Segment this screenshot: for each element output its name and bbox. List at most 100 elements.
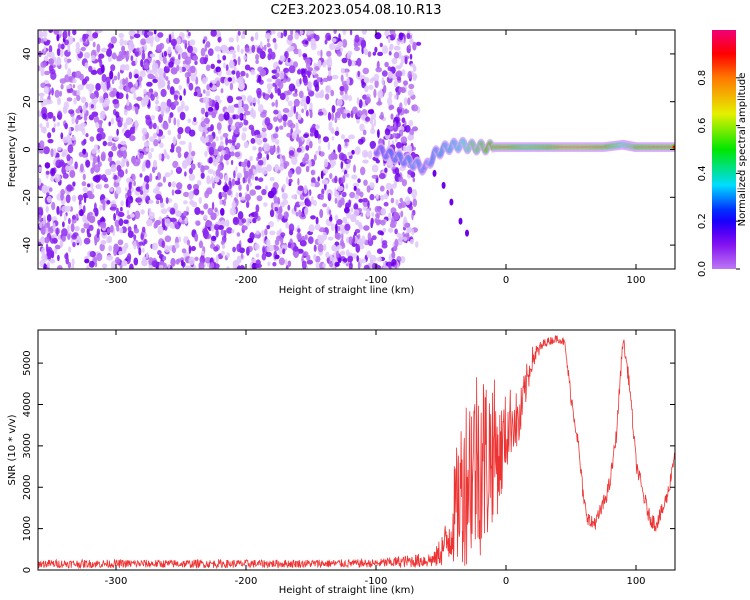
noise-speck [387, 96, 393, 106]
noise-speck [367, 232, 372, 242]
noise-speck [198, 261, 205, 269]
noise-speck [117, 169, 125, 178]
noise-speck [51, 201, 56, 211]
noise-speck [153, 160, 157, 168]
noise-speck [93, 144, 99, 151]
noise-speck [243, 119, 249, 126]
noise-speck [211, 201, 215, 210]
noise-speck [221, 250, 225, 256]
noise-speck [296, 147, 302, 153]
noise-speck [106, 236, 111, 244]
noise-speck [189, 65, 196, 74]
noise-speck [214, 46, 221, 52]
noise-speck [355, 188, 361, 197]
noise-speck [109, 70, 114, 80]
noise-speck [297, 113, 302, 121]
noise-speck [126, 161, 130, 167]
noise-speck [196, 88, 201, 93]
noise-speck [416, 41, 422, 46]
noise-speck [183, 210, 187, 217]
noise-speck [140, 233, 144, 240]
noise-speck [229, 60, 235, 69]
noise-speck [220, 240, 225, 246]
noise-speck [46, 214, 52, 223]
noise-speck [148, 151, 153, 160]
noise-speck [67, 261, 71, 269]
noise-speck [395, 65, 402, 70]
noise-speck [205, 90, 211, 97]
noise-speck [123, 219, 129, 225]
noise-speck [191, 150, 196, 157]
noise-speck [306, 30, 312, 36]
noise-speck [237, 30, 241, 36]
noise-speck [341, 112, 347, 119]
noise-speck [169, 86, 175, 95]
noise-speck [339, 85, 345, 92]
noise-speck [374, 205, 381, 213]
noise-speck [237, 211, 244, 220]
noise-speck [143, 88, 147, 94]
noise-speck [111, 145, 118, 152]
noise-speck [323, 136, 329, 143]
noise-speck [82, 214, 87, 223]
noise-speck [345, 183, 349, 190]
noise-speck [156, 44, 163, 52]
noise-speck [91, 111, 99, 117]
noise-speck [412, 177, 415, 183]
noise-speck [128, 30, 135, 36]
noise-speck [314, 129, 319, 139]
noise-speck [108, 245, 113, 252]
noise-speck [246, 217, 251, 227]
noise-speck [407, 89, 414, 97]
noise-speck [96, 184, 99, 189]
noise-speck [108, 121, 111, 127]
noise-speck [305, 95, 311, 105]
noise-speck [277, 145, 280, 154]
noise-speck [318, 227, 326, 233]
noise-speck [341, 57, 348, 64]
noise-speck [323, 158, 329, 168]
noise-speck [406, 32, 411, 40]
noise-speck [404, 196, 411, 206]
noise-speck [42, 126, 47, 134]
noise-speck [100, 199, 106, 205]
noise-speck [331, 244, 337, 252]
noise-speck [236, 255, 242, 264]
noise-speck [152, 78, 158, 84]
noise-speck [141, 127, 148, 135]
noise-speck [251, 262, 258, 269]
noise-speck [397, 125, 405, 133]
noise-speck [218, 113, 225, 122]
noise-speck [340, 106, 344, 115]
noise-speck [293, 98, 300, 107]
noise-speck [215, 156, 220, 163]
noise-speck [53, 30, 60, 35]
noise-speck [275, 126, 279, 132]
noise-speck [396, 76, 402, 81]
noise-speck [322, 203, 328, 208]
noise-speck [41, 253, 48, 262]
noise-speck [276, 68, 280, 74]
noise-speck [329, 173, 333, 179]
noise-speck [89, 182, 94, 189]
noise-speck [133, 92, 137, 100]
noise-speck [269, 176, 275, 182]
noise-speck [56, 121, 60, 127]
noise-speck [281, 244, 288, 249]
noise-speck [330, 223, 336, 231]
noise-speck [93, 208, 97, 213]
noise-speck [393, 121, 397, 129]
noise-speck [250, 69, 256, 76]
noise-speck [142, 134, 146, 141]
noise-speck [400, 210, 404, 218]
noise-speck [123, 132, 130, 137]
noise-speck [324, 39, 328, 45]
noise-speck [205, 57, 209, 62]
noise-speck [70, 223, 75, 233]
noise-speck [288, 83, 296, 92]
noise-speck [183, 191, 190, 198]
noise-speck [298, 48, 302, 58]
noise-speck [144, 141, 150, 148]
noise-speck [177, 127, 184, 134]
noise-speck [357, 233, 361, 240]
